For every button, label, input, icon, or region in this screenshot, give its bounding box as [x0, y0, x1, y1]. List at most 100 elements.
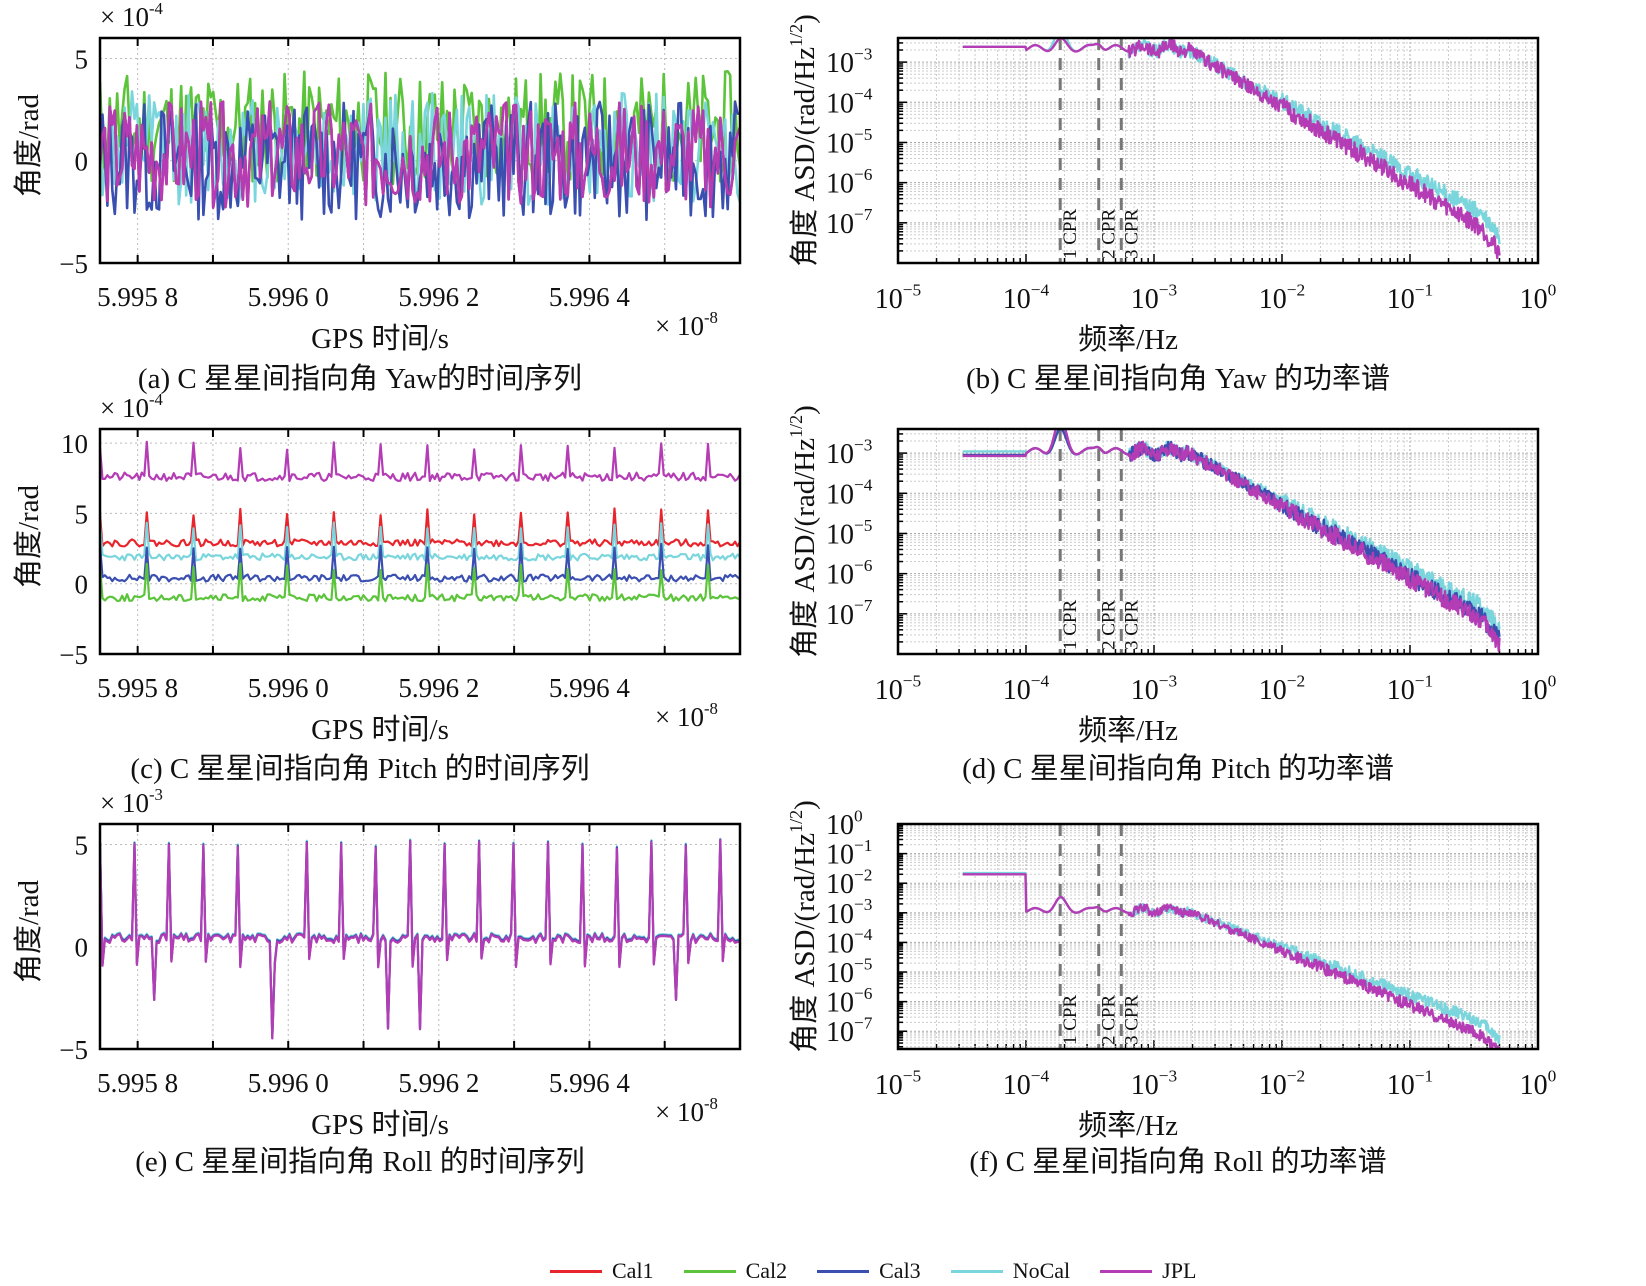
x-tick-label: 5.996 4 — [549, 673, 631, 703]
y-axis-label: 角度 ASD/(rad/Hz1/2) — [786, 14, 821, 267]
cpr-label-2: 2 CPR — [1099, 995, 1120, 1045]
y-tick-label: −5 — [59, 640, 88, 670]
legend-label-jpl: JPL — [1162, 1258, 1197, 1283]
y-tick-label: 10−5 — [826, 954, 872, 989]
y-tick-label: 10−7 — [826, 1014, 873, 1049]
y-tick-label: 10−4 — [826, 476, 873, 511]
y-axis-label: 角度 ASD/(rad/Hz1/2) — [786, 405, 821, 658]
y-multiplier-label: × 10-4 — [100, 390, 164, 423]
series-group — [100, 70, 740, 221]
y-tick-label: 10−5 — [826, 516, 872, 551]
cpr-label-3: 3 CPR — [1121, 995, 1142, 1045]
x-tick-label: 5.996 0 — [248, 673, 329, 703]
x-tick-label: 10−5 — [875, 671, 921, 706]
plot-frame — [98, 427, 742, 656]
plot-frame — [896, 36, 1540, 265]
x-tick-label: 10−1 — [1387, 280, 1433, 315]
plot-frame — [896, 822, 1540, 1051]
cpr-label-1: 1 CPR — [1060, 209, 1081, 259]
x-axis-label: GPS 时间/s — [311, 322, 449, 355]
panel-b: 10−5 10−4 10−3 10−2 10−1 100 10−3 10−4 10−5 10−6 1… — [786, 14, 1557, 395]
cpr-label-1: 1 CPR — [1060, 995, 1081, 1045]
cpr-label-2: 2 CPR — [1099, 209, 1120, 259]
plot-frame — [896, 427, 1540, 656]
x-tick-label: 5.995 8 — [97, 673, 178, 703]
cpr-label-3: 3 CPR — [1121, 600, 1142, 650]
series-group — [962, 871, 1501, 1049]
y-tick-label: 0 — [75, 933, 89, 963]
legend-item-jpl: JPL — [1100, 1258, 1196, 1284]
x-tick-label: 10−1 — [1387, 671, 1433, 706]
x-tick-label: 10−4 — [1003, 280, 1050, 315]
x-tick-label: 5.995 8 — [97, 282, 178, 312]
y-tick-label: 100 — [826, 806, 863, 841]
y-tick-label: 10−3 — [826, 45, 872, 80]
caption-b: (b) C 星星间指向角 Yaw 的功率谱 — [966, 362, 1390, 395]
x-tick-label: 5.996 2 — [398, 1068, 479, 1098]
series-line-jpl — [962, 38, 1501, 260]
x-axis-label: 频率/Hz — [1078, 1109, 1178, 1142]
y-axis-label: 角度 ASD/(rad/Hz1/2) — [786, 800, 821, 1053]
plot-frame — [98, 822, 742, 1051]
y-tick-label: −5 — [59, 1035, 88, 1065]
x-tick-label: 10−2 — [1259, 1066, 1305, 1101]
y-tick-label: 10−3 — [826, 436, 872, 471]
legend-label-cal3: Cal3 — [879, 1258, 921, 1283]
y-tick-label: 5 — [75, 830, 89, 860]
cpr-label-3: 3 CPR — [1121, 209, 1142, 259]
x-tick-label: 5.995 8 — [97, 1068, 178, 1098]
x-tick-label: 10−5 — [875, 280, 921, 315]
x-multiplier-label: × 10-8 — [655, 308, 718, 341]
y-multiplier-label: × 10-3 — [100, 785, 163, 818]
y-tick-label: 5 — [75, 499, 89, 529]
legend-swatch-cal2 — [683, 1269, 736, 1273]
cpr-label-2: 2 CPR — [1099, 600, 1120, 650]
x-tick-label: 5.996 2 — [398, 282, 479, 312]
y-tick-label: 10−7 — [826, 205, 873, 240]
legend-item-nocal: NoCal — [950, 1258, 1070, 1284]
series-line-nocal — [100, 90, 740, 207]
x-tick-label: 10−4 — [1003, 671, 1050, 706]
x-tick-label: 10−3 — [1131, 671, 1177, 706]
plot-frame — [98, 36, 742, 265]
x-multiplier-label: × 10-8 — [655, 1094, 718, 1127]
y-tick-label: 0 — [75, 147, 89, 177]
x-tick-label: 100 — [1520, 671, 1557, 706]
legend-label-cal2: Cal2 — [745, 1258, 788, 1283]
legend: Cal1 Cal2 Cal3 NoCal JPL — [550, 1258, 1196, 1284]
legend-swatch-jpl — [1100, 1269, 1153, 1273]
y-axis-label: 角度/rad — [12, 484, 45, 588]
y-tick-label: 0 — [75, 570, 89, 600]
series-line-cal3 — [100, 542, 740, 583]
series-line-jpl — [100, 839, 740, 1040]
series-group — [100, 440, 740, 603]
caption-f: (f) C 星星间指向角 Roll 的功率谱 — [969, 1145, 1386, 1178]
y-tick-label: 10−7 — [826, 596, 873, 631]
x-tick-label: 5.996 2 — [398, 673, 479, 703]
y-axis-label: 角度/rad — [12, 93, 45, 197]
x-axis-label: 频率/Hz — [1078, 714, 1178, 747]
y-tick-label: 10−6 — [826, 984, 873, 1019]
series-line-cal1 — [100, 507, 740, 548]
panel-d: 10−5 10−4 10−3 10−2 10−1 100 10−3 10−4 10−5 10−6 1… — [786, 405, 1557, 785]
series-line-cal2 — [100, 562, 740, 603]
y-tick-label: 10−4 — [826, 925, 873, 960]
x-tick-label: 10−2 — [1259, 280, 1305, 315]
y-tick-label: −5 — [59, 249, 88, 279]
x-tick-label: 10−5 — [875, 1066, 921, 1101]
x-tick-label: 5.996 0 — [248, 282, 329, 312]
y-tick-label: 10−3 — [826, 895, 872, 930]
x-tick-label: 10−4 — [1003, 1066, 1050, 1101]
legend-item-cal2: Cal2 — [683, 1258, 788, 1284]
series-line-jpl — [962, 873, 1501, 1049]
y-tick-label: 10−6 — [826, 165, 873, 200]
x-tick-label: 10−2 — [1259, 671, 1305, 706]
x-tick-label: 10−1 — [1387, 1066, 1433, 1101]
x-tick-label: 100 — [1520, 1066, 1557, 1101]
legend-item-cal1: Cal1 — [550, 1258, 654, 1284]
legend-label-cal1: Cal1 — [612, 1258, 654, 1283]
caption-a: (a) C 星星间指向角 Yaw的时间序列 — [138, 362, 582, 395]
series-group — [962, 429, 1501, 652]
x-axis-label: GPS 时间/s — [311, 1108, 449, 1141]
